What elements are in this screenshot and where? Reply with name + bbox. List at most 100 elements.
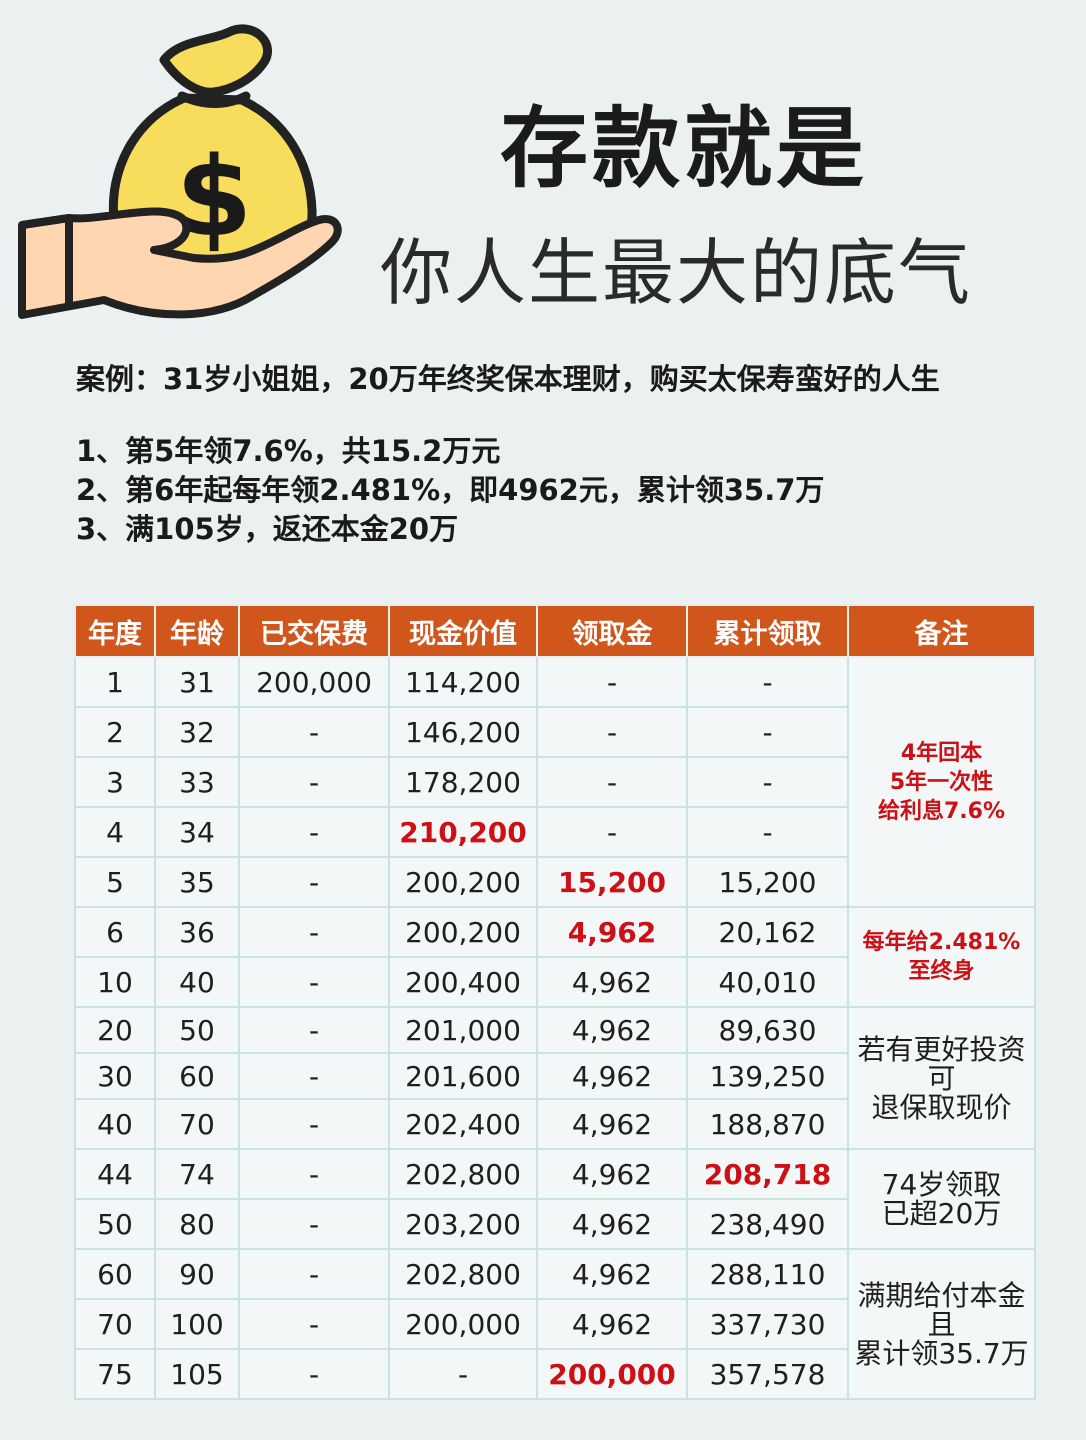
cell-premium: -	[238, 1198, 390, 1250]
hero-banner: $ 存款就是 你人生最大的底气	[0, 0, 1086, 330]
cell-cumulative: 337,730	[686, 1298, 849, 1350]
cell-premium: -	[238, 906, 390, 958]
cell-age: 74	[154, 1148, 240, 1200]
cell-year: 30	[74, 1052, 156, 1100]
table-row: 5 35 - 200,200 15,200 15,200	[74, 856, 1035, 908]
cell-premium: -	[238, 1006, 390, 1054]
cell-payout: -	[536, 756, 688, 808]
cell-payout: 4,962	[536, 1052, 688, 1100]
cell-age: 105	[154, 1348, 240, 1400]
cell-cash-value: 200,200	[388, 906, 538, 958]
table-row: 30 60 - 201,600 4,962 139,250	[74, 1052, 1035, 1100]
cell-age: 32	[154, 706, 240, 758]
cell-cumulative: -	[686, 756, 849, 808]
key-points-list: 1、第5年领7.6%，共15.2万元 2、第6年起每年领2.481%，即4962…	[76, 432, 824, 549]
cell-premium: 200,000	[238, 656, 390, 708]
cell-year: 1	[74, 656, 156, 708]
cell-cumulative-highlight: 208,718	[686, 1148, 849, 1200]
header-cash-value: 现金价值	[388, 604, 538, 658]
cell-age: 35	[154, 856, 240, 908]
cell-cash-value: 200,000	[388, 1298, 538, 1350]
key-point: 2、第6年起每年领2.481%，即4962元，累计领35.7万	[76, 473, 825, 507]
cell-cash-value-highlight: 210,200	[388, 806, 538, 858]
cell-year: 40	[74, 1098, 156, 1150]
key-point: 3、满105岁，返还本金20万	[76, 512, 459, 546]
cell-cumulative: 15,200	[686, 856, 849, 908]
note-surrender: 若有更好投资可 退保取现价	[847, 1006, 1036, 1150]
page-subtitle: 你人生最大的底气	[380, 231, 973, 315]
cell-payout: -	[536, 706, 688, 758]
cell-year: 2	[74, 706, 156, 758]
note-age-74: 74岁领取 已超20万	[847, 1148, 1036, 1250]
cell-age: 80	[154, 1198, 240, 1250]
cell-cash-value: 202,800	[388, 1248, 538, 1300]
cell-payout: 4,962	[536, 956, 688, 1008]
cell-payout-highlight: 15,200	[536, 856, 688, 908]
cell-payout: 4,962	[536, 1198, 688, 1250]
page-title: 存款就是	[500, 96, 869, 200]
table-row: 20 50 - 201,000 4,962 89,630 若有更好投资可 退保取现…	[74, 1006, 1036, 1150]
cell-age: 50	[154, 1006, 240, 1054]
table-header-row: 年度 年龄 已交保费 现金价值 领取金 累计领取 备注	[74, 604, 1036, 658]
cell-year: 4	[74, 806, 156, 858]
header-remarks: 备注	[847, 604, 1036, 658]
cell-year: 70	[74, 1298, 156, 1350]
key-point: 1、第5年领7.6%，共15.2万元	[76, 434, 501, 468]
cell-premium: -	[238, 1248, 390, 1300]
cell-year: 5	[74, 856, 156, 908]
case-description: 案例：31岁小姐姐，20万年终奖保本理财，购买太保寿蛮好的人生	[76, 362, 940, 396]
cell-year: 50	[74, 1198, 156, 1250]
cell-year: 6	[74, 906, 156, 958]
cell-year: 44	[74, 1148, 156, 1200]
cell-cumulative: 238,490	[686, 1198, 849, 1250]
cell-premium: -	[238, 806, 390, 858]
cell-age: 100	[154, 1298, 240, 1350]
cell-cumulative: 288,110	[686, 1248, 849, 1300]
cell-cash-value: 146,200	[388, 706, 538, 758]
cell-age: 31	[154, 656, 240, 708]
cell-premium: -	[238, 756, 390, 808]
cell-year: 60	[74, 1248, 156, 1300]
cell-cash-value: 200,200	[388, 856, 538, 908]
table-row: 2 32 - 146,200 - -	[74, 706, 1035, 758]
table-row: 70 100 - 200,000 4,962 337,730	[74, 1298, 1035, 1350]
cell-premium: -	[238, 856, 390, 908]
cell-payout-highlight: 200,000	[536, 1348, 688, 1400]
cell-cash-value: 201,000	[388, 1006, 538, 1054]
cell-cumulative: 188,870	[686, 1098, 849, 1150]
table-row: 44 74 - 202,800 4,962 208,718 74岁领取 已超20万	[74, 1148, 1036, 1250]
cell-cumulative: 357,578	[686, 1348, 849, 1400]
cell-payout: 4,962	[536, 1248, 688, 1300]
note-payback: 4年回本 5年一次性 给利息7.6%	[847, 656, 1036, 908]
cell-premium: -	[238, 706, 390, 758]
cell-premium: -	[238, 1298, 390, 1350]
cell-cash-value: 178,200	[388, 756, 538, 808]
table-row: 3 33 - 178,200 - -	[74, 756, 1035, 808]
header-age: 年龄	[154, 604, 240, 658]
cell-cash-value: 202,800	[388, 1148, 538, 1200]
cell-cash-value: 201,600	[388, 1052, 538, 1100]
table-row: 50 80 - 203,200 4,962 238,490	[74, 1198, 1035, 1250]
table-row: 60 90 - 202,800 4,962 288,110 满期给付本金且 累计领…	[74, 1248, 1036, 1400]
cell-premium: -	[238, 1052, 390, 1100]
table-row: 10 40 - 200,400 4,962 40,010	[74, 956, 1035, 1008]
cell-cumulative: 20,162	[686, 906, 849, 958]
cell-cash-value: 200,400	[388, 956, 538, 1008]
cell-year: 3	[74, 756, 156, 808]
cell-payout: 4,962	[536, 1098, 688, 1150]
table-row: 40 70 - 202,400 4,962 188,870	[74, 1098, 1035, 1150]
cell-age: 34	[154, 806, 240, 858]
cell-cash-value: 114,200	[388, 656, 538, 708]
dollar-sign: $	[176, 133, 253, 261]
cell-payout: -	[536, 806, 688, 858]
cell-age: 60	[154, 1052, 240, 1100]
cell-cumulative: 40,010	[686, 956, 849, 1008]
cell-cash-value: 203,200	[388, 1198, 538, 1250]
cell-age: 70	[154, 1098, 240, 1150]
cell-cash-value: -	[388, 1348, 538, 1400]
cell-cumulative: -	[686, 656, 849, 708]
header-cumulative-payout: 累计领取	[686, 604, 849, 658]
cell-year: 75	[74, 1348, 156, 1400]
cell-year: 10	[74, 956, 156, 1008]
cell-cumulative: 139,250	[686, 1052, 849, 1100]
